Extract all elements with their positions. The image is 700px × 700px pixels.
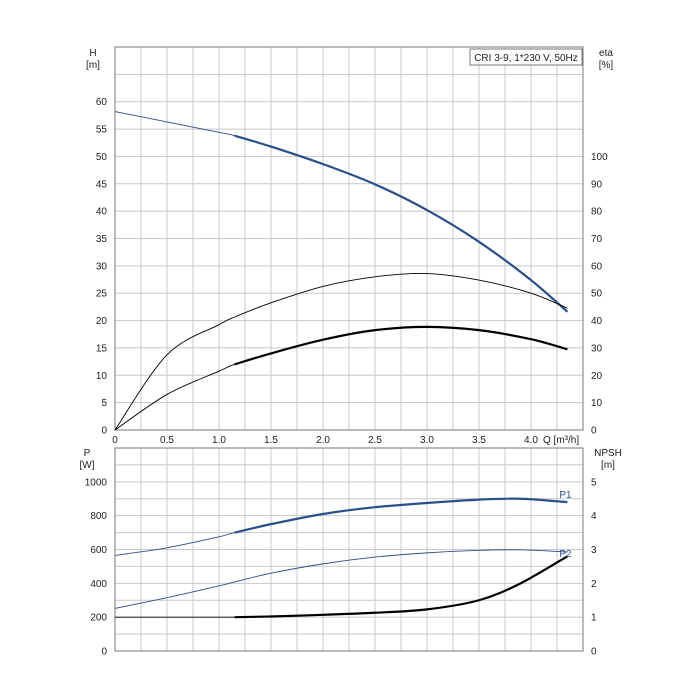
y-tick-label: 60	[96, 97, 108, 108]
y-tick-label: 0	[101, 647, 107, 658]
x-axis-title: Q [m³/h]	[543, 435, 579, 446]
y-tick-label: 600	[90, 545, 107, 556]
bottom-series-0-operating-range	[234, 497, 568, 534]
y-axis-unit: [m]	[86, 60, 100, 71]
y-tick-label: 35	[96, 234, 108, 245]
y-tick-label: 25	[96, 289, 108, 300]
series-label-p1: P1	[559, 490, 572, 501]
y2-tick-label: 10	[591, 398, 603, 409]
x-tick-label: 0	[112, 435, 118, 446]
y-tick-label: 800	[90, 511, 107, 522]
x-tick-label: 1.0	[212, 435, 226, 446]
y2-tick-label: 100	[591, 152, 608, 163]
y2-axis-title: NPSH	[594, 448, 622, 459]
y2-tick-label: 40	[591, 316, 603, 327]
y2-axis-title: eta	[599, 48, 613, 59]
y-tick-label: 30	[96, 261, 108, 272]
y2-tick-label: 80	[591, 207, 603, 218]
y2-tick-label: 0	[591, 647, 597, 658]
x-tick-label: 3.5	[472, 435, 486, 446]
legend-box	[469, 48, 583, 66]
x-tick-label: 0.5	[160, 435, 174, 446]
y-tick-label: 400	[90, 579, 107, 590]
bottom-series-2-line	[114, 555, 568, 618]
y2-axis-unit: [m]	[601, 460, 615, 471]
y2-tick-label: 5	[591, 477, 597, 488]
y-tick-label: 45	[96, 179, 108, 190]
y-tick-label: 20	[96, 316, 108, 327]
x-tick-label: 2.0	[316, 435, 330, 446]
x-tick-label: 1.5	[264, 435, 278, 446]
y2-tick-label: 2	[591, 579, 597, 590]
y2-tick-label: 50	[591, 289, 603, 300]
y2-tick-label: 90	[591, 179, 603, 190]
y-axis-title: P	[84, 448, 91, 459]
y-tick-label: 15	[96, 343, 108, 354]
y-axis-unit: [W]	[80, 460, 95, 471]
y-tick-label: 10	[96, 371, 108, 382]
x-tick-label: 4.0	[524, 435, 538, 446]
y-tick-label: 55	[96, 125, 108, 136]
legend-text: CRI 3-9, 1*230 V, 50Hz	[474, 53, 578, 64]
y2-tick-label: 30	[591, 343, 603, 354]
y2-tick-label: 3	[591, 545, 597, 556]
y-tick-label: 40	[96, 207, 108, 218]
y2-tick-label: 20	[591, 371, 603, 382]
y-tick-label: 1000	[85, 477, 108, 488]
bottom-series-0-line	[114, 498, 568, 556]
bottom-series-2-operating-range	[234, 555, 568, 619]
top-plot-frame	[114, 46, 584, 431]
x-tick-label: 3.0	[420, 435, 434, 446]
y-axis-title: H	[89, 48, 96, 59]
top-series-0-operating-range	[234, 134, 569, 313]
top-series-1-line	[114, 272, 568, 431]
y-tick-label: 50	[96, 152, 108, 163]
x-tick-label: 2.5	[368, 435, 382, 446]
y-tick-label: 5	[101, 398, 107, 409]
bottom-plot-frame	[114, 447, 584, 652]
y2-tick-label: 1	[591, 613, 597, 624]
y2-tick-label: 70	[591, 234, 603, 245]
y-tick-label: 0	[101, 426, 107, 437]
top-series-0-line	[114, 111, 568, 313]
y2-axis-unit: [%]	[599, 60, 614, 71]
top-series-2-operating-range	[234, 325, 568, 366]
bottom-series-1-line	[114, 549, 568, 609]
y2-tick-label: 4	[591, 511, 597, 522]
y2-tick-label: 0	[591, 426, 597, 437]
y-tick-label: 200	[90, 613, 107, 624]
y2-tick-label: 60	[591, 261, 603, 272]
series-label-p2: P2	[559, 549, 572, 560]
